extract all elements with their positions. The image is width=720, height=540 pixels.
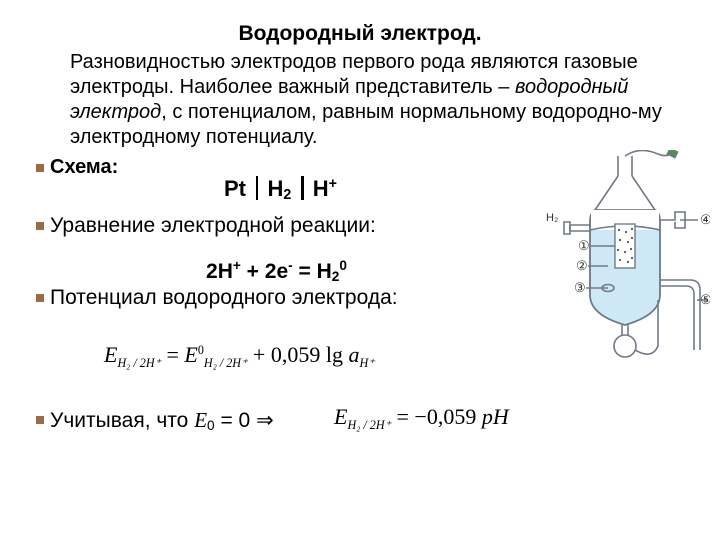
res-pH: pH — [482, 404, 509, 429]
res-coef: 0,059 — [427, 404, 482, 429]
nernst-sub2: H₂ / 2H⁺ — [204, 356, 248, 370]
eq-sup0: 0 — [339, 258, 347, 273]
nernst-sub1: H₂ / 2H⁺ — [117, 356, 161, 370]
eq-2a: 2 — [206, 260, 218, 283]
res-eq: = — [391, 404, 414, 429]
consider-text: Учитывая, что — [50, 409, 194, 432]
diagram-callout-1: ① — [578, 238, 590, 253]
scheme-h2-2: 2 — [283, 187, 291, 203]
scheme-hplus-h: H — [313, 176, 329, 201]
nernst-asub: H⁺ — [359, 356, 374, 370]
nernst-a: a — [348, 342, 359, 367]
eq-H1: H — [218, 260, 233, 283]
nernst-E2: E — [184, 342, 197, 367]
equation-formula: 2H+ + 2e- = H20 — [206, 258, 347, 284]
scheme-label: Схема: — [50, 156, 118, 179]
diagram-callout-3: ③ — [574, 280, 586, 295]
nernst-eq: = — [161, 342, 184, 367]
res-E: E — [334, 404, 347, 429]
electrode-diagram: H₂ ① ② ③ ④ ⑤ — [540, 150, 710, 370]
equation-label: Уравнение электродной реакции: — [50, 214, 376, 238]
consider-E: E — [194, 408, 207, 432]
bullet-2 — [36, 222, 44, 230]
result-equation: EH₂ / 2H⁺ = −0,059 pH — [334, 404, 509, 433]
intro-paragraph: Разновидностью электродов первого рода я… — [70, 50, 670, 150]
nernst-lg: lg — [320, 342, 348, 367]
scheme-formula: Pt H2 H+ — [224, 176, 337, 203]
scheme-bar-2 — [301, 176, 303, 200]
eq-2b: 2 — [265, 260, 277, 283]
scheme-h2-h: H — [267, 176, 283, 201]
consider-line: Учитывая, что E0 = 0 ⇒ — [50, 408, 274, 433]
eq-e: e — [276, 260, 288, 283]
scheme-pt: Pt — [224, 176, 246, 201]
diagram-callout-4: ④ — [700, 212, 710, 227]
scheme-bar-1 — [256, 176, 258, 200]
diagram-callout-2: ② — [576, 258, 588, 273]
eq-op-plus: + — [241, 260, 265, 283]
diagram-callout-5: ⑤ — [700, 292, 710, 307]
res-sub: H₂ / 2H⁺ — [347, 418, 391, 432]
consider-zero: 0 — [207, 418, 215, 433]
nernst-E1: E — [104, 342, 117, 367]
potential-label: Потенциал водородного электрода: — [50, 286, 398, 310]
eq-H2: H — [317, 260, 332, 283]
eq-sup-plus: + — [233, 258, 241, 273]
nernst-coef: 0,059 — [271, 342, 321, 367]
bullet-1 — [36, 164, 44, 172]
consider-rest: = 0 ⇒ — [215, 409, 274, 432]
nernst-equation: EH₂ / 2H⁺ = E0H₂ / 2H⁺ + 0,059 lg aH⁺ — [104, 342, 375, 371]
diagram-h2-label: H₂ — [546, 212, 558, 224]
bullet-3 — [36, 294, 44, 302]
res-minus: − — [414, 404, 426, 429]
page-title: Водородный электрод. — [0, 22, 720, 46]
eq-op-eq: = — [293, 260, 317, 283]
bullet-4 — [36, 416, 44, 424]
scheme-hplus-plus: + — [329, 176, 337, 192]
nernst-sup0: 0 — [198, 343, 204, 357]
nernst-plus: + — [247, 342, 270, 367]
